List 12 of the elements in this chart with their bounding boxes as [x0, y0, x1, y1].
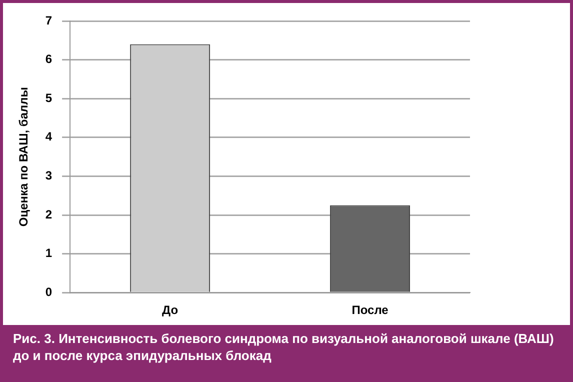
y-tick-label: 3 — [45, 168, 52, 183]
y-tick-label: 5 — [45, 90, 52, 105]
x-tick-label: До — [162, 303, 178, 318]
y-tick-label: 2 — [45, 207, 52, 222]
y-tick-label: 1 — [45, 246, 52, 260]
y-axis-title: Оценка по ВАШ, баллы — [16, 86, 31, 227]
x-tick-label: После — [352, 303, 389, 318]
y-tick-label: 0 — [45, 284, 52, 299]
text: Рис. 3. Интенсивность болевого синдрома по визуальной аналоговой шкале (ВАШ) до и после курса эпидуральных блокад — [12, 330, 555, 364]
y-tick-label: 6 — [45, 52, 52, 66]
y-tick-label: 7 — [45, 13, 52, 28]
y-tick-label: 4 — [45, 130, 52, 144]
